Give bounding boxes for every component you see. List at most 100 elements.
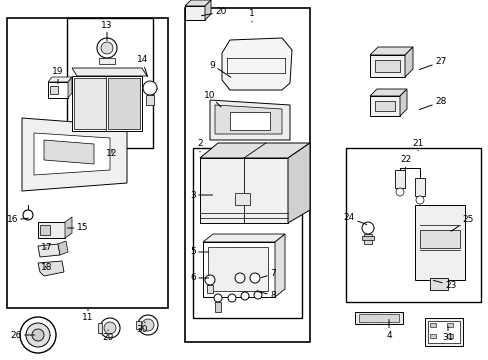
Polygon shape [22, 118, 127, 191]
Polygon shape [215, 105, 282, 134]
Polygon shape [98, 323, 102, 333]
Text: 16: 16 [6, 216, 29, 225]
Text: 5: 5 [190, 248, 208, 256]
Bar [235, 193, 249, 205]
Text: 26: 26 [11, 330, 35, 339]
Polygon shape [58, 241, 68, 255]
Text: 3: 3 [190, 190, 212, 199]
Circle shape [101, 42, 113, 54]
Bar [184, 6, 204, 20]
Bar [427, 321, 459, 343]
Text: 18: 18 [41, 264, 52, 273]
Polygon shape [65, 217, 72, 238]
Circle shape [204, 275, 215, 285]
Bar [74, 78, 106, 129]
Polygon shape [44, 140, 94, 164]
Polygon shape [68, 77, 72, 98]
Bar [184, 8, 309, 342]
Text: 7: 7 [261, 270, 275, 279]
Text: 17: 17 [41, 243, 52, 252]
Circle shape [97, 38, 117, 58]
Circle shape [104, 322, 116, 334]
Bar [429, 323, 435, 327]
Circle shape [142, 81, 157, 95]
Text: 8: 8 [256, 291, 275, 300]
Polygon shape [38, 244, 60, 257]
Bar [50, 86, 58, 94]
Text: 25: 25 [450, 216, 472, 231]
Circle shape [241, 292, 248, 300]
Bar [419, 230, 459, 248]
Circle shape [253, 291, 262, 299]
Text: 1: 1 [248, 9, 254, 22]
Circle shape [26, 323, 50, 347]
Circle shape [227, 294, 236, 302]
Bar [374, 101, 394, 111]
Polygon shape [34, 133, 110, 175]
Bar [207, 247, 267, 291]
Bar [374, 60, 399, 72]
Circle shape [100, 318, 120, 338]
Bar [369, 55, 404, 77]
Text: 14: 14 [136, 55, 148, 77]
Text: 9: 9 [209, 60, 230, 77]
Bar [72, 76, 142, 131]
Bar [346, 148, 480, 302]
Bar [394, 170, 404, 188]
Bar [229, 112, 269, 130]
Polygon shape [429, 278, 447, 290]
Polygon shape [48, 77, 72, 82]
Bar [354, 312, 402, 324]
Text: 31: 31 [441, 327, 453, 342]
Polygon shape [404, 47, 412, 77]
Polygon shape [184, 0, 210, 6]
Text: 27: 27 [418, 58, 446, 69]
Bar [146, 95, 154, 105]
Bar [446, 323, 452, 327]
Bar [414, 178, 424, 196]
Text: 11: 11 [82, 309, 94, 323]
Circle shape [415, 196, 423, 204]
Bar [200, 158, 287, 223]
Text: 24: 24 [343, 213, 366, 225]
Circle shape [138, 315, 158, 335]
Polygon shape [222, 38, 291, 90]
Text: 28: 28 [418, 98, 446, 109]
Bar [206, 285, 213, 293]
Bar [446, 334, 452, 338]
Text: 23: 23 [432, 280, 455, 289]
Circle shape [142, 319, 154, 331]
Bar [363, 234, 371, 244]
Text: 21: 21 [411, 139, 423, 150]
Circle shape [214, 294, 222, 302]
Bar [40, 225, 50, 235]
Polygon shape [200, 143, 309, 158]
Bar [424, 318, 462, 346]
Circle shape [361, 222, 373, 234]
Bar [369, 96, 399, 116]
Polygon shape [399, 89, 406, 116]
Text: 12: 12 [106, 148, 118, 158]
Bar [48, 82, 68, 98]
Polygon shape [38, 261, 64, 276]
Text: 2: 2 [197, 139, 203, 152]
Text: 15: 15 [67, 224, 88, 233]
Circle shape [249, 273, 260, 283]
Polygon shape [38, 222, 65, 238]
Polygon shape [209, 100, 289, 140]
Polygon shape [414, 205, 464, 280]
Polygon shape [72, 68, 147, 76]
Polygon shape [274, 234, 285, 297]
Bar [136, 321, 141, 329]
Circle shape [32, 329, 44, 341]
Polygon shape [287, 143, 309, 223]
Bar [361, 236, 373, 240]
Text: 29: 29 [102, 330, 113, 342]
Bar [215, 302, 221, 312]
Bar [429, 334, 435, 338]
Text: 13: 13 [101, 21, 113, 41]
Polygon shape [204, 0, 210, 20]
Bar [193, 148, 302, 318]
Text: 4: 4 [386, 319, 391, 339]
Polygon shape [203, 234, 285, 242]
